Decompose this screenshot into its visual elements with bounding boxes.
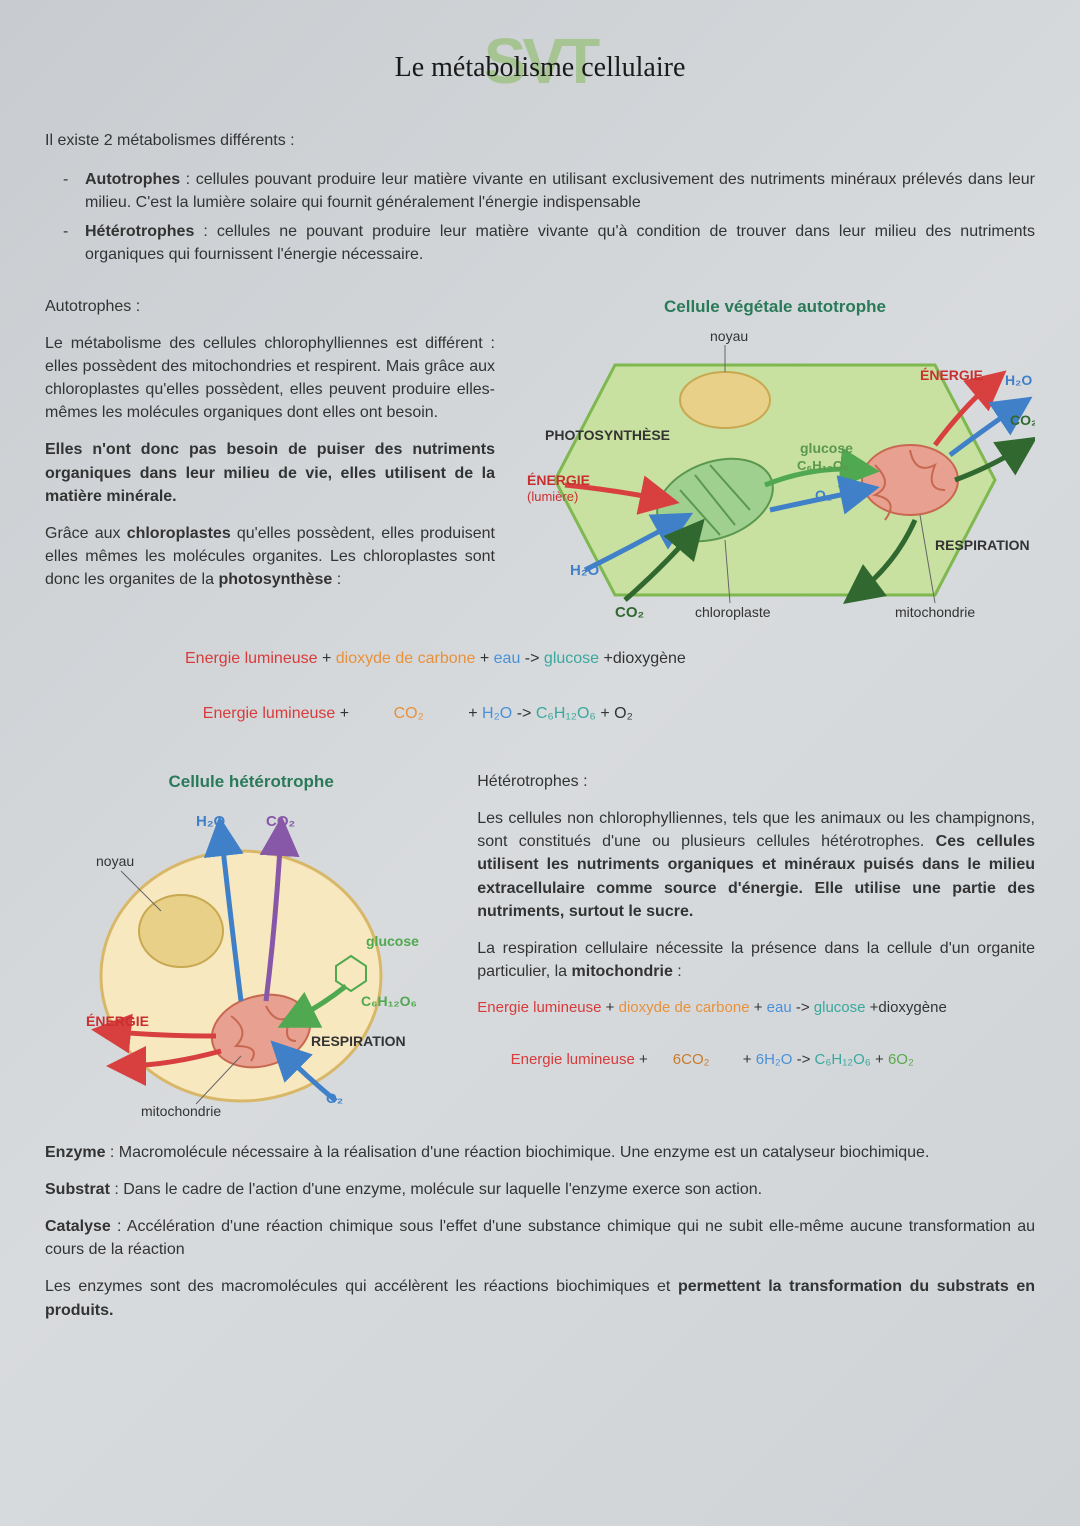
autotrophes-p1: Le métabolisme des cellules chlorophylli… <box>45 332 495 425</box>
eq2-formula: Energie lumineuse + 6CO₂ + 6H₂O -> C₆H₁₂… <box>477 1027 1035 1092</box>
term: Hétérotrophes <box>85 223 194 240</box>
svg-text:H₂O: H₂O <box>196 813 225 830</box>
heterotrophes-text-col: Hétérotrophes : Les cellules non chlorop… <box>477 770 1035 1121</box>
autotrophes-p3: Grâce aux chloroplastes qu'elles possède… <box>45 522 495 592</box>
autotrophes-p2: Elles n'ont donc pas besoin de puiser de… <box>45 438 495 508</box>
def-enzyme: Enzyme : Macromolécule nécessaire à la r… <box>45 1141 1035 1164</box>
svg-text:RESPIRATION: RESPIRATION <box>311 1033 406 1049</box>
top-definitions-list: Autotrophes : cellules pouvant produire … <box>45 168 1035 267</box>
svg-text:mitochondrie: mitochondrie <box>895 604 975 620</box>
svg-text:C₆H₁₂O₆: C₆H₁₂O₆ <box>797 458 849 473</box>
svg-text:ÉNERGIE: ÉNERGIE <box>920 367 983 383</box>
svg-text:ÉNERGIE: ÉNERGIE <box>527 472 590 488</box>
svg-text:CO₂: CO₂ <box>266 813 295 830</box>
bottom-definitions: Enzyme : Macromolécule nécessaire à la r… <box>45 1141 1035 1322</box>
svg-text:ÉNERGIE: ÉNERGIE <box>86 1013 149 1029</box>
diagram1-title: Cellule végétale autotrophe <box>515 295 1035 320</box>
eq1-formula: Energie lumineuse + CO₂ + H₂O -> C₆H₁₂O₆… <box>185 678 1035 748</box>
plant-cell-diagram: Cellule végétale autotrophe noyau <box>515 295 1035 636</box>
svg-text:mitochondrie: mitochondrie <box>141 1103 221 1119</box>
autotrophes-text-col: Autotrophes : Le métabolisme des cellule… <box>45 295 495 636</box>
svg-text:chloroplaste: chloroplaste <box>695 604 771 620</box>
animal-cell-diagram: Cellule hétérotrophe noyau <box>45 770 457 1121</box>
svg-text:(lumière): (lumière) <box>527 489 578 504</box>
heterotrophes-section: Cellule hétérotrophe noyau <box>45 770 1035 1121</box>
plant-cell-svg: noyau PHOTOSYNTHÈSE ÉNERGIE <box>515 325 1035 635</box>
final-statement: Les enzymes sont des macromolécules qui … <box>45 1275 1035 1321</box>
diagram2-title: Cellule hétérotrophe <box>45 770 457 795</box>
def-text: : cellules ne pouvant produire leur mati… <box>85 223 1035 263</box>
svg-text:PHOTOSYNTHÈSE: PHOTOSYNTHÈSE <box>545 427 670 443</box>
svg-text:H₂O: H₂O <box>1005 372 1032 388</box>
def-catalyse: Catalyse : Accélération d'une réaction c… <box>45 1215 1035 1261</box>
label-noyau: noyau <box>710 328 748 344</box>
respiration-equations: Energie lumineuse + dioxyde de carbone +… <box>477 997 1035 1092</box>
animal-cell-svg: noyau H₂O CO₂ glucose C₆H₁₂O₆ ÉNERGIE <box>66 801 436 1121</box>
svg-text:O₂: O₂ <box>326 1090 343 1106</box>
eq2-words: Energie lumineuse + dioxyde de carbone +… <box>477 997 1035 1019</box>
photosynthesis-equations: Energie lumineuse + dioxyde de carbone +… <box>185 647 1035 748</box>
term: Autotrophes <box>85 171 180 188</box>
svg-text:RESPIRATION: RESPIRATION <box>935 537 1030 553</box>
page-header: SVT Le métabolisme cellulaire <box>45 30 1035 89</box>
svg-text:C₆H₁₂O₆: C₆H₁₂O₆ <box>361 993 417 1009</box>
heterotrophes-p2: La respiration cellulaire nécessite la p… <box>477 937 1035 983</box>
def-text: : cellules pouvant produire leur matière… <box>85 171 1035 211</box>
def-substrat: Substrat : Dans le cadre de l'action d'u… <box>45 1178 1035 1201</box>
autotrophes-section: Autotrophes : Le métabolisme des cellule… <box>45 295 1035 636</box>
svg-text:CO₂: CO₂ <box>1010 412 1035 428</box>
svg-text:noyau: noyau <box>96 853 134 869</box>
svg-text:O₂: O₂ <box>815 487 832 503</box>
def-heterotrophes: Hétérotrophes : cellules ne pouvant prod… <box>85 220 1035 266</box>
autotrophes-title: Autotrophes : <box>45 295 495 318</box>
heterotrophes-title: Hétérotrophes : <box>477 770 1035 793</box>
svg-text:CO₂: CO₂ <box>615 604 644 621</box>
def-autotrophes: Autotrophes : cellules pouvant produire … <box>85 168 1035 214</box>
heterotrophes-p1: Les cellules non chlorophylliennes, tels… <box>477 807 1035 923</box>
eq1-words: Energie lumineuse + dioxyde de carbone +… <box>185 647 1035 670</box>
svg-text:glucose: glucose <box>800 440 853 456</box>
intro-text: Il existe 2 métabolismes différents : <box>45 129 1035 152</box>
svg-text:glucose: glucose <box>366 933 419 949</box>
svg-text:H₂O: H₂O <box>570 562 599 579</box>
page-title: Le métabolisme cellulaire <box>45 30 1035 89</box>
